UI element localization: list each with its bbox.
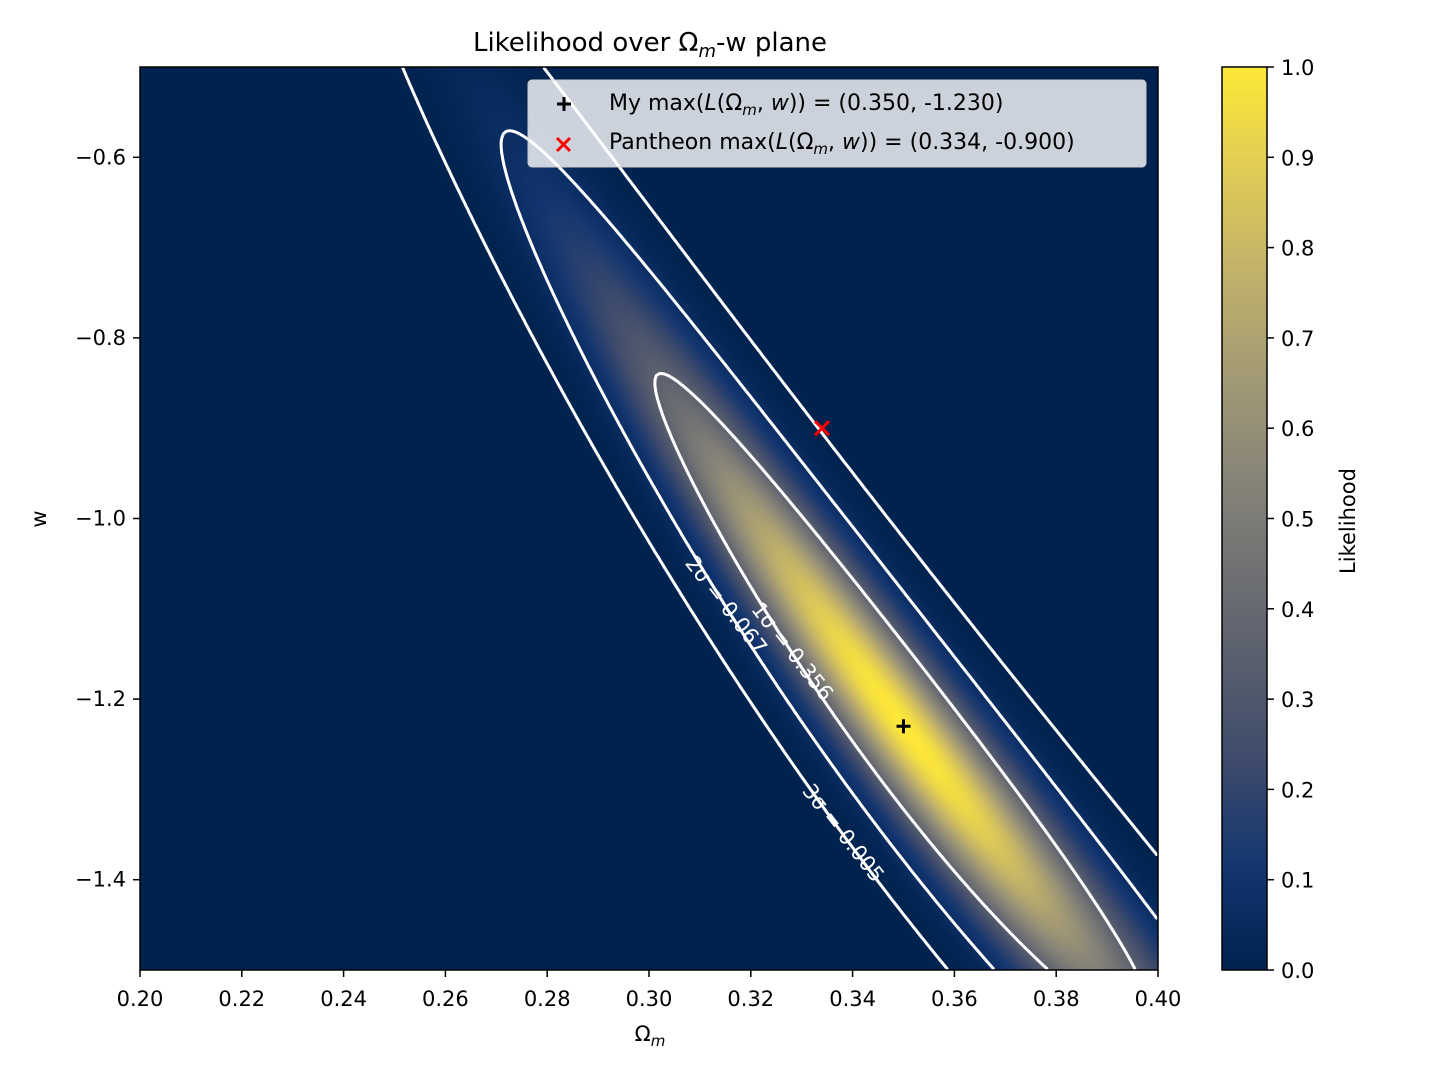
y-tick-label: −1.2 xyxy=(75,687,126,711)
colorbar-tick-label: 0.3 xyxy=(1281,688,1314,712)
x-axis: 0.20 0.22 0.24 0.26 0.28 0.30 0.32 0.34 0.36 0.38… xyxy=(117,970,1182,1011)
y-tick-label: −0.8 xyxy=(75,326,126,350)
colorbar-tick-label: 0.2 xyxy=(1281,778,1314,802)
legend-pantheon-prefix: Pantheon max( xyxy=(609,130,776,155)
x-marker-icon xyxy=(555,136,572,153)
legend-pantheon-value: ) = (0.334, -0.900) xyxy=(869,130,1075,155)
colorbar-tick-label: 1.0 xyxy=(1281,56,1314,80)
colorbar-ticks: 0.0 0.1 0.2 0.3 0.4 0.5 0.6 0.7 0.8 0.9 1.0 xyxy=(1267,56,1314,983)
colorbar-tick-label: 0.0 xyxy=(1281,959,1314,983)
point-markers xyxy=(813,420,911,734)
contour-line-1sigma xyxy=(653,372,1137,970)
colorbar-tick-label: 0.8 xyxy=(1281,237,1314,261)
x-axis-label: Ωm xyxy=(635,1022,666,1050)
colorbar-label: Likelihood xyxy=(1336,468,1360,574)
legend: My max(L(Ωm, w)) = (0.350, -1.230) Panth… xyxy=(527,79,1147,168)
x-axis-label-sub: m xyxy=(651,1032,666,1050)
x-tick-label: 0.30 xyxy=(626,987,673,1011)
legend-entry-my-max: My max(L(Ωm, w)) = (0.350, -1.230) xyxy=(557,91,1003,119)
x-tick-label: 0.40 xyxy=(1135,987,1182,1011)
x-tick-label: 0.28 xyxy=(524,987,571,1011)
my-max-point xyxy=(896,719,911,734)
colorbar-tick-label: 0.9 xyxy=(1281,146,1314,170)
y-tick-label: −1.0 xyxy=(75,507,126,531)
pantheon-max-point xyxy=(813,420,831,437)
colorbar-tick-label: 0.5 xyxy=(1281,508,1314,532)
y-axis-label: w xyxy=(27,510,51,527)
legend-my-prefix: My max( xyxy=(609,91,705,116)
title-text-sub: m xyxy=(698,41,716,62)
legend-my-value: ) = (0.350, -1.230) xyxy=(797,91,1003,116)
colorbar-tick-label: 0.1 xyxy=(1281,869,1314,893)
y-axis: −0.6 −0.8 −1.0 −1.2 −1.4 xyxy=(75,145,140,892)
x-tick-label: 0.24 xyxy=(320,987,367,1011)
x-tick-label: 0.34 xyxy=(829,987,876,1011)
x-tick-label: 0.38 xyxy=(1033,987,1080,1011)
x-tick-label: 0.26 xyxy=(422,987,469,1011)
x-tick-label: 0.36 xyxy=(931,987,978,1011)
contour-lines xyxy=(401,67,1158,970)
title-text-pre: Likelihood over Ω xyxy=(473,28,698,58)
y-tick-label: −0.6 xyxy=(75,145,126,169)
title-text-post: -w plane xyxy=(716,28,827,58)
legend-entry-pantheon-max: Pantheon max(L(Ωm, w)) = (0.334, -0.900) xyxy=(555,130,1075,158)
plus-marker-icon xyxy=(557,97,571,111)
contour-line-2sigma xyxy=(499,129,1158,970)
colorbar-gradient xyxy=(1221,66,1268,971)
y-tick-label: −1.4 xyxy=(75,868,126,892)
x-tick-label: 0.22 xyxy=(218,987,265,1011)
chart-title: Likelihood over Ωm-w plane xyxy=(473,28,827,62)
x-axis-label-main: Ω xyxy=(635,1022,651,1046)
legend-label-pantheon-max: Pantheon max(L(Ωm, w)) = (0.334, -0.900) xyxy=(609,130,1075,158)
legend-box xyxy=(527,79,1147,168)
colorbar-tick-label: 0.4 xyxy=(1281,598,1314,622)
colorbar: 0.0 0.1 0.2 0.3 0.4 0.5 0.6 0.7 0.8 0.9 1.0 Likeli… xyxy=(1221,56,1360,983)
likelihood-heatmap xyxy=(140,67,1158,970)
x-tick-label: 0.20 xyxy=(117,987,164,1011)
colorbar-tick-label: 0.7 xyxy=(1281,327,1314,351)
x-tick-label: 0.32 xyxy=(727,987,774,1011)
legend-label-my-max: My max(L(Ωm, w)) = (0.350, -1.230) xyxy=(609,91,1003,119)
colorbar-tick-label: 0.6 xyxy=(1281,417,1314,441)
